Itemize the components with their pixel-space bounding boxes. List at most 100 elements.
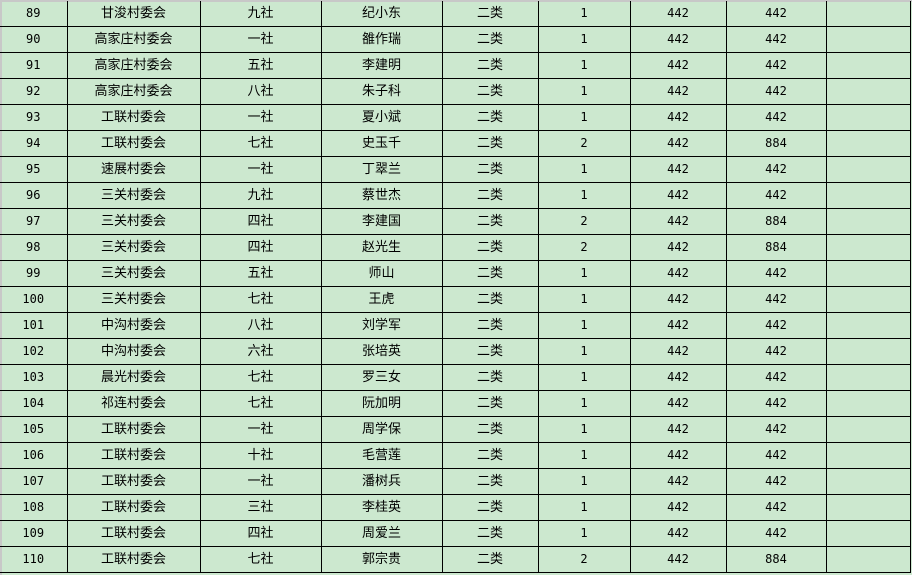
row-number-cell[interactable]: 100	[0, 286, 68, 313]
group-cell[interactable]: 九社	[199, 1, 322, 27]
type-cell[interactable]: 二类	[441, 234, 539, 261]
amount-cell[interactable]: 442	[629, 338, 727, 365]
amount-cell[interactable]: 442	[629, 182, 727, 209]
total-cell[interactable]: 442	[725, 416, 827, 443]
group-cell[interactable]: 七社	[199, 390, 322, 417]
row-number-cell[interactable]: 109	[0, 520, 68, 547]
amount-cell[interactable]: 442	[629, 234, 727, 261]
empty-cell[interactable]	[825, 1, 911, 27]
village-cell[interactable]: 三关村委会	[66, 234, 201, 261]
type-cell[interactable]: 二类	[441, 416, 539, 443]
group-cell[interactable]: 四社	[199, 520, 322, 547]
name-cell[interactable]: 潘树兵	[320, 468, 443, 495]
empty-cell[interactable]	[825, 364, 911, 391]
total-cell[interactable]: 442	[725, 260, 827, 287]
count-cell[interactable]: 1	[537, 390, 631, 417]
empty-cell[interactable]	[825, 234, 911, 261]
count-cell[interactable]: 1	[537, 312, 631, 339]
village-cell[interactable]: 三关村委会	[66, 182, 201, 209]
name-cell[interactable]: 张培英	[320, 338, 443, 365]
type-cell[interactable]: 二类	[441, 520, 539, 547]
total-cell[interactable]: 442	[725, 494, 827, 521]
village-cell[interactable]: 祁连村委会	[66, 390, 201, 417]
amount-cell[interactable]: 442	[629, 494, 727, 521]
count-cell[interactable]: 1	[537, 494, 631, 521]
group-cell[interactable]: 四社	[199, 208, 322, 235]
name-cell[interactable]: 纪小东	[320, 1, 443, 27]
group-cell[interactable]: 一社	[199, 26, 322, 53]
total-cell[interactable]: 442	[725, 156, 827, 183]
village-cell[interactable]: 工联村委会	[66, 104, 201, 131]
count-cell[interactable]: 2	[537, 208, 631, 235]
count-cell[interactable]: 2	[537, 130, 631, 157]
village-cell[interactable]: 工联村委会	[66, 520, 201, 547]
village-cell[interactable]: 三关村委会	[66, 260, 201, 287]
count-cell[interactable]: 1	[537, 416, 631, 443]
type-cell[interactable]: 二类	[441, 156, 539, 183]
count-cell[interactable]: 1	[537, 468, 631, 495]
amount-cell[interactable]: 442	[629, 546, 727, 573]
row-number-cell[interactable]: 91	[0, 52, 68, 79]
type-cell[interactable]: 二类	[441, 52, 539, 79]
village-cell[interactable]: 高家庄村委会	[66, 78, 201, 105]
type-cell[interactable]: 二类	[441, 338, 539, 365]
type-cell[interactable]: 二类	[441, 390, 539, 417]
total-cell[interactable]: 442	[725, 52, 827, 79]
village-cell[interactable]: 高家庄村委会	[66, 26, 201, 53]
empty-cell[interactable]	[825, 468, 911, 495]
empty-cell[interactable]	[825, 52, 911, 79]
row-number-cell[interactable]: 101	[0, 312, 68, 339]
total-cell[interactable]: 442	[725, 442, 827, 469]
type-cell[interactable]: 二类	[441, 1, 539, 27]
count-cell[interactable]: 1	[537, 364, 631, 391]
total-cell[interactable]: 884	[725, 546, 827, 573]
name-cell[interactable]: 郭宗贵	[320, 546, 443, 573]
village-cell[interactable]: 工联村委会	[66, 494, 201, 521]
type-cell[interactable]: 二类	[441, 468, 539, 495]
name-cell[interactable]: 罗三女	[320, 364, 443, 391]
group-cell[interactable]: 七社	[199, 286, 322, 313]
village-cell[interactable]: 速展村委会	[66, 156, 201, 183]
empty-cell[interactable]	[825, 546, 911, 573]
group-cell[interactable]: 一社	[199, 104, 322, 131]
village-cell[interactable]: 工联村委会	[66, 416, 201, 443]
village-cell[interactable]: 三关村委会	[66, 286, 201, 313]
empty-cell[interactable]	[825, 130, 911, 157]
type-cell[interactable]: 二类	[441, 208, 539, 235]
amount-cell[interactable]: 442	[629, 416, 727, 443]
count-cell[interactable]: 1	[537, 442, 631, 469]
group-cell[interactable]: 八社	[199, 78, 322, 105]
row-number-cell[interactable]: 103	[0, 364, 68, 391]
row-number-cell[interactable]: 96	[0, 182, 68, 209]
count-cell[interactable]: 1	[537, 286, 631, 313]
row-number-cell[interactable]: 95	[0, 156, 68, 183]
amount-cell[interactable]: 442	[629, 104, 727, 131]
village-cell[interactable]: 工联村委会	[66, 468, 201, 495]
total-cell[interactable]: 442	[725, 312, 827, 339]
empty-cell[interactable]	[825, 208, 911, 235]
type-cell[interactable]: 二类	[441, 312, 539, 339]
type-cell[interactable]: 二类	[441, 442, 539, 469]
type-cell[interactable]: 二类	[441, 546, 539, 573]
count-cell[interactable]: 1	[537, 78, 631, 105]
name-cell[interactable]: 赵光生	[320, 234, 443, 261]
empty-cell[interactable]	[825, 520, 911, 547]
amount-cell[interactable]: 442	[629, 286, 727, 313]
count-cell[interactable]: 1	[537, 520, 631, 547]
name-cell[interactable]: 阮加明	[320, 390, 443, 417]
group-cell[interactable]: 五社	[199, 52, 322, 79]
group-cell[interactable]: 八社	[199, 312, 322, 339]
name-cell[interactable]: 师山	[320, 260, 443, 287]
total-cell[interactable]: 442	[725, 182, 827, 209]
village-cell[interactable]: 中沟村委会	[66, 338, 201, 365]
row-number-cell[interactable]: 97	[0, 208, 68, 235]
group-cell[interactable]: 六社	[199, 338, 322, 365]
count-cell[interactable]: 2	[537, 546, 631, 573]
group-cell[interactable]: 一社	[199, 156, 322, 183]
amount-cell[interactable]: 442	[629, 312, 727, 339]
count-cell[interactable]: 1	[537, 52, 631, 79]
empty-cell[interactable]	[825, 78, 911, 105]
row-number-cell[interactable]: 94	[0, 130, 68, 157]
amount-cell[interactable]: 442	[629, 1, 727, 27]
count-cell[interactable]: 1	[537, 338, 631, 365]
